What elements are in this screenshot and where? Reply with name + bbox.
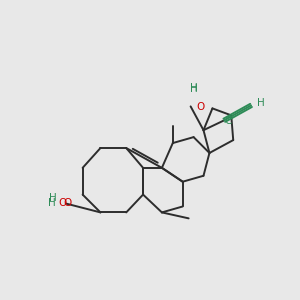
Text: H: H <box>48 199 56 208</box>
Text: C: C <box>224 116 232 126</box>
Text: O: O <box>196 102 205 112</box>
Text: H: H <box>190 83 197 94</box>
Text: O: O <box>58 199 67 208</box>
Text: H: H <box>49 193 57 202</box>
Text: H: H <box>190 82 197 92</box>
Text: O: O <box>64 197 72 208</box>
Text: H: H <box>257 98 265 108</box>
